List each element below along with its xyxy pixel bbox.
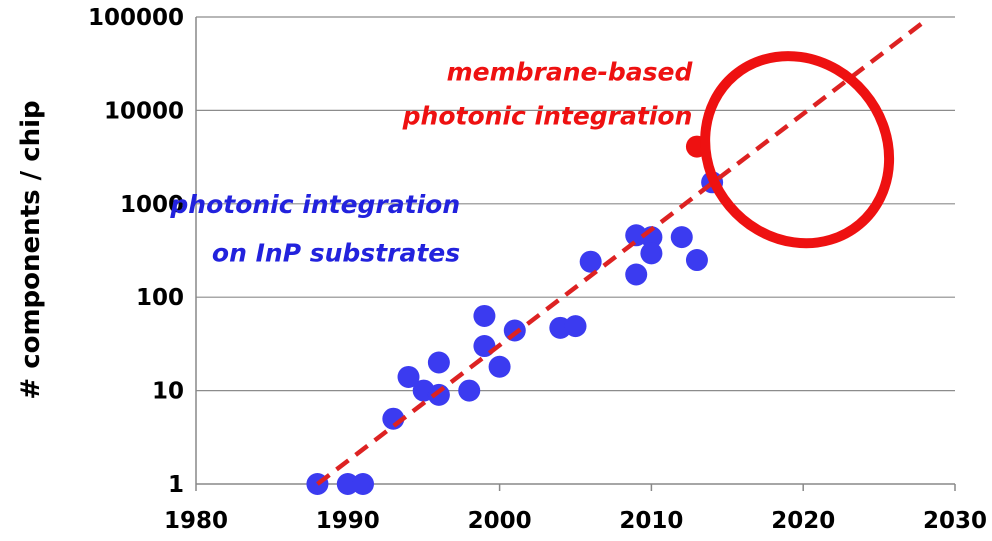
annotation-text: photonic integration <box>402 101 693 130</box>
y-tick-label: 100000 <box>88 5 184 31</box>
data-point <box>625 263 648 286</box>
annotation-text: on InP substrates <box>212 239 460 268</box>
trend-line <box>316 19 927 486</box>
annotation-text: photonic integration <box>169 190 460 219</box>
data-point <box>685 249 708 272</box>
y-tick-label: 1000 <box>120 192 184 218</box>
data-point <box>670 226 693 249</box>
data-point <box>427 351 450 374</box>
data-point <box>488 355 511 378</box>
data-point <box>564 315 587 338</box>
highlight-ellipse <box>700 51 895 249</box>
x-tick-label: 2000 <box>468 508 532 534</box>
data-point <box>640 242 663 265</box>
annotations: membrane-based photonic integration photon… <box>169 57 693 267</box>
annotation-text: membrane-based <box>447 57 694 86</box>
y-tick-labels: 1 10 100 1000 10000 100000 <box>88 5 184 498</box>
data-point <box>336 473 359 495</box>
y-axis-title: # components / chip <box>16 100 46 399</box>
y-tick-label: 10 <box>152 379 184 405</box>
x-tick-label: 2010 <box>619 508 683 534</box>
data-point <box>473 335 496 358</box>
data-point <box>503 319 526 342</box>
x-tick-labels: 1980 1990 2000 2010 2020 2030 <box>164 508 987 534</box>
x-tick-label: 2030 <box>923 508 987 534</box>
y-tick-label: 10000 <box>104 98 184 124</box>
x-tick-label: 1990 <box>316 508 380 534</box>
x-tick-label: 1980 <box>164 508 228 534</box>
data-point <box>473 304 496 327</box>
y-tick-label: 1 <box>168 472 184 498</box>
x-tick-label: 2020 <box>771 508 835 534</box>
grid-lines <box>196 16 955 392</box>
data-point <box>458 379 481 402</box>
data-point <box>397 365 420 388</box>
y-tick-label: 100 <box>136 285 184 311</box>
data-point <box>579 250 602 273</box>
data-points <box>306 135 724 495</box>
data-point <box>351 473 374 495</box>
